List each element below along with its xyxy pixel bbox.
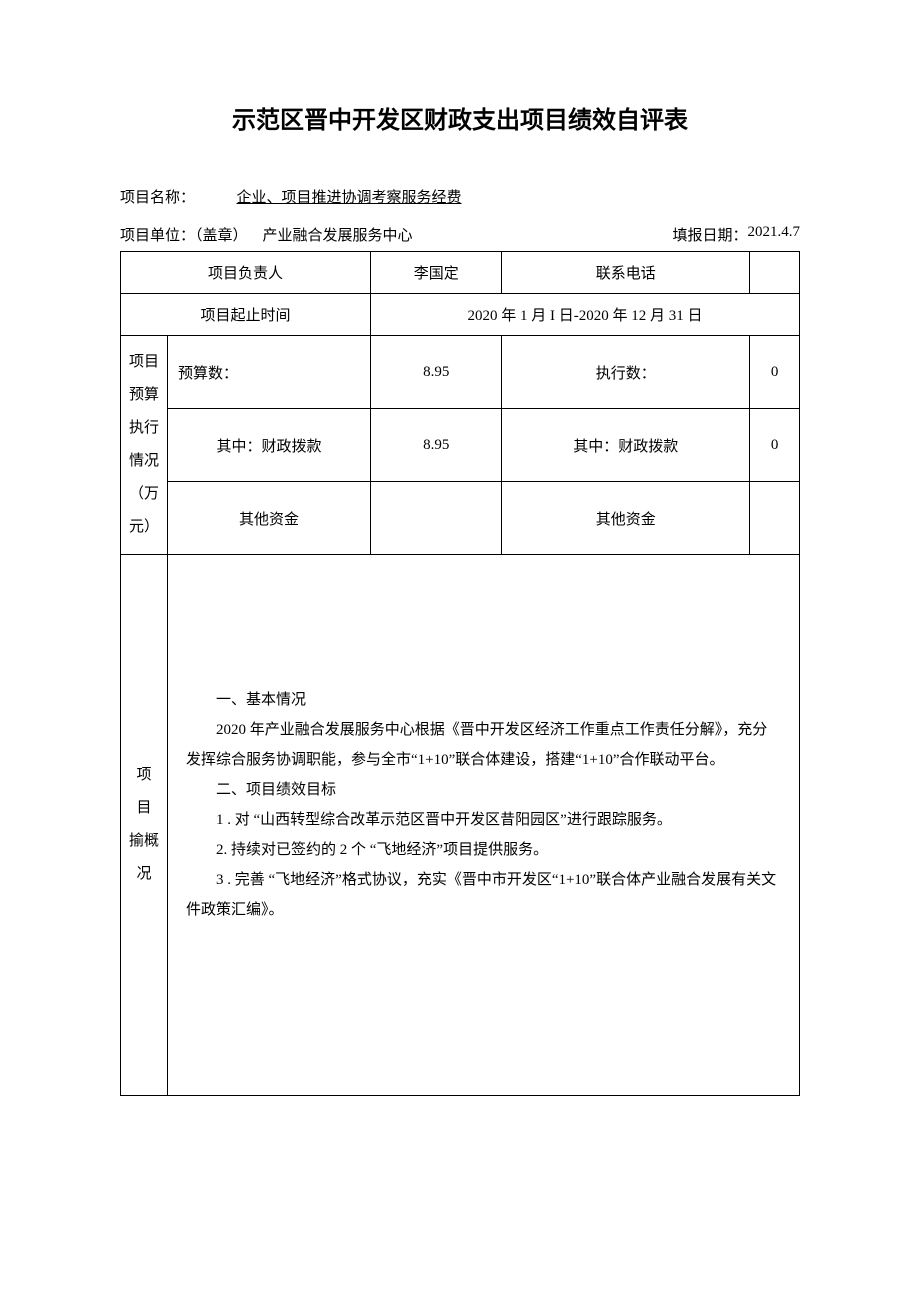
table-row: 其中：财政拨款 8.95 其中：财政拨款 0 (121, 409, 800, 482)
cell-other-funds-label: 其他资金 (168, 482, 371, 555)
vert-char: 目 (123, 792, 165, 825)
evaluation-table: 项目负责人 李国定 联系电话 项目起止时间 2020 年 1 月 I 日-202… (120, 251, 800, 1096)
project-name-spacer (199, 190, 229, 206)
budget-header-text: 项目预算执行情况（万元） (123, 346, 165, 544)
cell-project-leader-label: 项目负责人 (121, 252, 371, 294)
page-title: 示范区晋中开发区财政支出项目绩效自评表 (120, 100, 800, 135)
cell-other-funds-exec-value (750, 482, 800, 555)
cell-exec-num-label: 执行数： (502, 336, 750, 409)
cell-project-leader-value: 李国定 (371, 252, 502, 294)
cell-project-duration-label: 项目起止时间 (121, 294, 371, 336)
table-row: 项 目 揄概 况 一、基本情况 2020 年产业融合发展服务中心根据《晋中开发区… (121, 555, 800, 1096)
table-row: 项目起止时间 2020 年 1 月 I 日-2020 年 12 月 31 日 (121, 294, 800, 336)
summary-list-item: 1 . 对 “山西转型综合改革示范区晋中开发区昔阳园区”进行跟踪服务。 (186, 805, 781, 835)
summary-list-item: 2. 持续对已签约的 2 个 “飞地经济”项目提供服务。 (186, 835, 781, 865)
cell-fiscal-allocation-exec-value: 0 (750, 409, 800, 482)
cell-fiscal-allocation-label: 其中：财政拨款 (168, 409, 371, 482)
cell-fiscal-allocation-exec-label: 其中：财政拨款 (502, 409, 750, 482)
summary-section-heading: 二、项目绩效目标 (186, 775, 781, 805)
vert-char: 项 (123, 759, 165, 792)
cell-budget-header: 项目预算执行情况（万元） (121, 336, 168, 555)
report-date-value: 2021.4.7 (748, 224, 801, 245)
cell-contact-phone-value (750, 252, 800, 294)
project-name-label: 项目名称： (120, 185, 195, 212)
summary-list-item: 3 . 完善 “飞地经济”格式协议，充实《晋中市开发区“1+10”联合体产业融合… (186, 865, 781, 925)
vert-char: 揄概 (123, 825, 165, 858)
project-unit-value: 产业融合发展服务中心 (263, 224, 413, 245)
project-unit-line: 项目单位：（盖章） 产业融合发展服务中心 填报日期： 2021.4.7 (120, 224, 800, 245)
report-date-label: 填报日期： (672, 224, 747, 245)
table-row: 项目预算执行情况（万元） 预算数： 8.95 执行数： 0 (121, 336, 800, 409)
project-unit-label: 项目单位：（盖章） (120, 224, 248, 245)
project-name-line: 项目名称： 企业、项目推进协调考察服务经费 (120, 185, 800, 212)
cell-other-funds-exec-label: 其他资金 (502, 482, 750, 555)
table-row: 项目负责人 李国定 联系电话 (121, 252, 800, 294)
cell-exec-num-value: 0 (750, 336, 800, 409)
summary-section-heading: 一、基本情况 (186, 685, 781, 715)
summary-paragraph: 2020 年产业融合发展服务中心根据《晋中开发区经济工作重点工作责任分解》，充分… (186, 715, 781, 775)
vert-char: 况 (123, 858, 165, 891)
cell-summary-header: 项 目 揄概 况 (121, 555, 168, 1096)
flex-gap (413, 224, 673, 245)
cell-summary-content: 一、基本情况 2020 年产业融合发展服务中心根据《晋中开发区经济工作重点工作责… (168, 555, 800, 1096)
cell-budget-num-label: 预算数： (168, 336, 371, 409)
cell-fiscal-allocation-value: 8.95 (371, 409, 502, 482)
cell-other-funds-value (371, 482, 502, 555)
cell-budget-num-value: 8.95 (371, 336, 502, 409)
spacer (248, 224, 263, 245)
table-row: 其他资金 其他资金 (121, 482, 800, 555)
cell-project-duration-value: 2020 年 1 月 I 日-2020 年 12 月 31 日 (371, 294, 800, 336)
project-name-value: 企业、项目推进协调考察服务经费 (233, 190, 466, 206)
cell-contact-phone-label: 联系电话 (502, 252, 750, 294)
